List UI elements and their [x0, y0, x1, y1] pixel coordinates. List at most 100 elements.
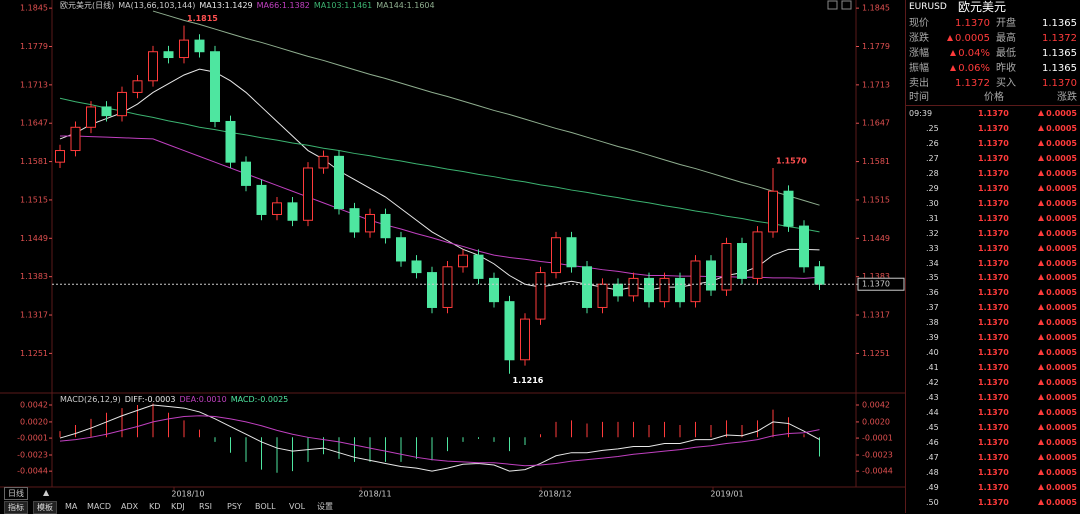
tick-change: 0.0005 [1038, 151, 1077, 166]
current-price-box [857, 277, 905, 291]
tick-price: 1.1370 [978, 363, 1009, 373]
tick-time: .48 [926, 467, 939, 477]
tab[interactable]: MACD [87, 502, 111, 511]
window-icon[interactable] [827, 0, 838, 10]
y-tick-label: 1.1647 [20, 119, 48, 128]
candle-body [659, 277, 670, 303]
tab[interactable]: RSI [199, 502, 212, 511]
tick-change: 0.0005 [1038, 300, 1077, 315]
candle-body [675, 277, 685, 303]
y-tick-label: 0.0020 [862, 417, 890, 426]
candle-body [380, 213, 391, 239]
tab[interactable]: VOL [289, 502, 306, 511]
candle-body [752, 231, 763, 279]
tab[interactable]: 模板 [33, 501, 57, 514]
tick-change: 0.0005 [1038, 121, 1077, 136]
tick-row: .38 1.1370 0.0005 [906, 315, 1080, 330]
ma-line [152, 10, 820, 206]
candle-body [272, 202, 282, 215]
ma-line [59, 415, 820, 467]
tick-time: .26 [926, 138, 939, 148]
quote-value: 1.1365 [1042, 63, 1077, 74]
tick-price: 1.1370 [978, 258, 1009, 268]
x-tick-label: 2018/11 [358, 490, 391, 499]
y-tick-label: 1.1317 [20, 311, 48, 320]
tick-time: .29 [926, 183, 939, 193]
tick-row: .40 1.1370 0.0005 [906, 345, 1080, 360]
sidebar: EURUSD 欧元美元 现价 1.1370 开盘 1.1365 涨跌 0.0005 最高 1.13… [905, 0, 1080, 513]
quote-value: 1.1370 [955, 18, 990, 29]
candle-body [70, 126, 81, 152]
y-tick-label: 1.1581 [862, 157, 890, 166]
tab[interactable]: MA [65, 502, 78, 511]
current-price-label: 1.1370 [862, 280, 890, 289]
period-button[interactable]: 日线 [4, 487, 28, 500]
tab[interactable]: ADX [121, 502, 139, 511]
candle-body [365, 213, 375, 233]
candle-body [349, 208, 360, 233]
window-icon[interactable] [841, 0, 852, 10]
candle-body [644, 277, 654, 303]
ma-line [59, 97, 820, 233]
candle-body [613, 283, 623, 297]
column-header: 涨跌 [1057, 92, 1077, 103]
candle-body [737, 243, 747, 279]
candle-body [551, 237, 561, 274]
tick-time: .31 [926, 213, 939, 223]
tick-time: .46 [926, 437, 939, 447]
tick-row: .32 1.1370 0.0005 [906, 226, 1080, 241]
tab[interactable]: PSY [227, 502, 242, 511]
tick-price: 1.1370 [978, 288, 1009, 298]
tick-time: .45 [926, 422, 939, 432]
tick-row: .29 1.1370 0.0005 [906, 181, 1080, 196]
tick-change: 0.0005 [1038, 226, 1077, 241]
tick-change: 0.0005 [1038, 480, 1077, 495]
candle-body [163, 51, 174, 59]
tick-price: 1.1370 [978, 318, 1009, 328]
macd-legend: MACD(26,12,9) DIFF:-0.0003 DEA:0.0010 MACD:… [60, 395, 288, 404]
tick-time: .47 [926, 452, 939, 462]
tick-price: 1.1370 [978, 437, 1009, 447]
y-tick-label: 1.1779 [20, 42, 48, 51]
y-tick-label: -0.0023 [17, 451, 48, 460]
quote-value: 1.1372 [1042, 33, 1077, 44]
tick-change: 0.0005 [1038, 495, 1077, 510]
candle-body [768, 190, 778, 233]
column-header: 时间 [909, 92, 929, 103]
tick-time: .30 [926, 198, 939, 208]
tab[interactable]: 设置 [317, 502, 333, 511]
price-annotation: 1.1216 [513, 376, 544, 385]
tick-row: .45 1.1370 0.0005 [906, 420, 1080, 435]
y-tick-label: 1.1845 [862, 4, 890, 13]
candle-body [396, 237, 406, 262]
candle-body [535, 272, 546, 320]
tick-time: .33 [926, 243, 939, 253]
tick-row: .31 1.1370 0.0005 [906, 211, 1080, 226]
tab[interactable]: BOLL [255, 502, 276, 511]
quote-label: 涨跌 [909, 33, 929, 44]
tab[interactable]: 指标 [4, 501, 28, 514]
tab[interactable]: KD [149, 502, 161, 511]
candle-body [101, 106, 112, 117]
tick-change: 0.0005 [1038, 241, 1077, 256]
tick-change: 0.0005 [1038, 360, 1077, 375]
tick-change: 0.0005 [1038, 420, 1077, 435]
y-tick-label: 0.0042 [862, 401, 890, 410]
tick-row: .50 1.1370 0.0005 [906, 495, 1080, 510]
candle-body [721, 243, 732, 291]
candle-body [504, 301, 515, 361]
tick-price: 1.1370 [978, 213, 1009, 223]
quote-label: 最低 [996, 48, 1016, 59]
tab[interactable]: KDJ [171, 502, 185, 511]
candle-body [706, 260, 716, 291]
tick-price: 1.1370 [978, 168, 1009, 178]
y-tick-label: 1.1581 [20, 157, 48, 166]
tick-time: .25 [926, 123, 939, 133]
tick-row: .33 1.1370 0.0005 [906, 241, 1080, 256]
tick-price: 1.1370 [978, 497, 1009, 507]
tick-price: 1.1370 [978, 138, 1009, 148]
tick-price: 1.1370 [978, 348, 1009, 358]
tick-time: .37 [926, 303, 939, 313]
candle-body [303, 167, 313, 221]
